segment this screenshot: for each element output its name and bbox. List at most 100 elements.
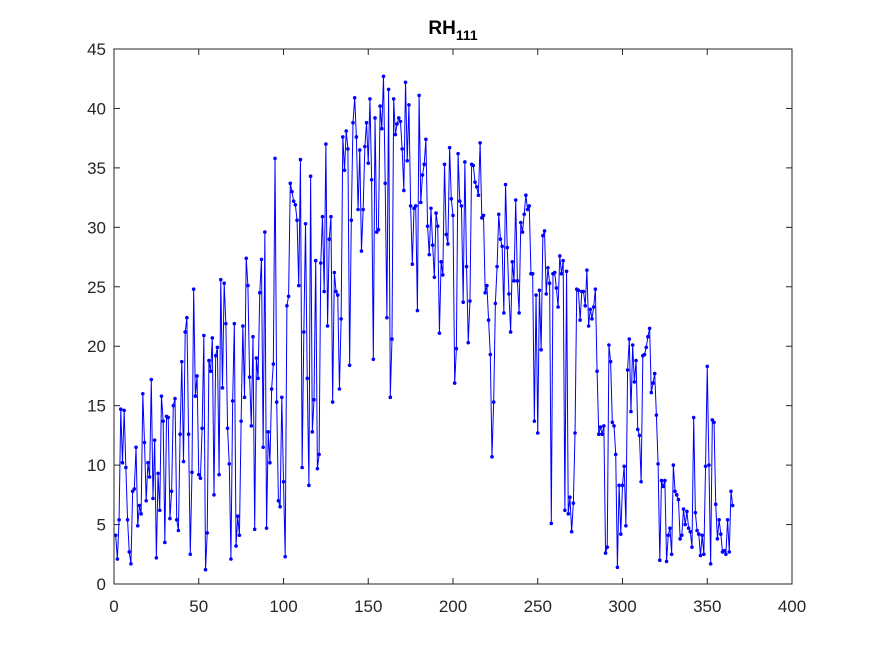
data-point <box>234 544 238 548</box>
y-tick-label: 35 <box>87 159 106 178</box>
data-point <box>525 207 530 212</box>
data-point <box>442 162 447 167</box>
data-point <box>388 395 393 400</box>
data-point <box>722 548 726 553</box>
data-point <box>439 260 443 264</box>
data-point <box>120 460 125 465</box>
data-point <box>683 522 688 527</box>
data-point <box>178 432 182 437</box>
data-point <box>285 304 289 308</box>
data-point <box>283 554 287 559</box>
data-point <box>659 478 664 483</box>
y-tick-label: 25 <box>87 278 106 297</box>
data-point <box>180 359 184 364</box>
data-point <box>456 151 460 156</box>
data-point <box>224 321 228 326</box>
data-point <box>125 518 130 522</box>
data-point <box>351 120 355 125</box>
data-point <box>266 430 271 434</box>
data-point <box>218 277 223 282</box>
data-point <box>590 317 594 321</box>
data-point <box>702 552 706 557</box>
data-point <box>230 399 235 403</box>
chart-title-main: RH <box>428 18 455 39</box>
data-point <box>163 540 167 545</box>
data-point <box>320 214 325 219</box>
data-point <box>400 147 404 151</box>
data-point <box>642 352 647 357</box>
data-point <box>483 290 488 295</box>
x-tick-label: 50 <box>189 597 208 616</box>
data-point <box>473 180 477 184</box>
data-point <box>318 261 323 265</box>
data-point <box>181 459 186 464</box>
data-point <box>725 518 730 522</box>
data-point <box>352 95 357 100</box>
data-point <box>137 503 142 508</box>
data-point <box>654 413 659 417</box>
data-point <box>522 212 526 217</box>
data-point <box>535 431 540 435</box>
data-point <box>190 470 194 475</box>
data-point <box>186 432 191 437</box>
data-point <box>242 395 247 400</box>
data-point <box>227 462 232 466</box>
data-point <box>134 445 138 450</box>
data-point <box>327 237 332 242</box>
data-point <box>210 336 215 340</box>
data-point <box>159 394 164 398</box>
data-point <box>174 518 179 522</box>
data-point <box>122 408 126 413</box>
data-point <box>637 433 642 438</box>
data-point <box>724 552 728 557</box>
data-point <box>730 503 735 508</box>
data-point <box>408 204 413 208</box>
data-point <box>596 432 601 437</box>
data-point <box>212 493 216 497</box>
data-point <box>691 415 696 420</box>
data-point <box>461 300 465 305</box>
y-tick-label: 10 <box>87 456 106 475</box>
data-point <box>457 199 462 203</box>
data-point <box>719 532 723 536</box>
data-point <box>298 157 303 162</box>
data-point <box>634 358 638 363</box>
data-point <box>308 174 313 179</box>
data-point <box>727 550 732 554</box>
data-point <box>664 559 669 564</box>
data-point <box>273 156 277 161</box>
data-point <box>239 419 243 423</box>
data-point <box>205 531 210 535</box>
data-point <box>502 311 506 315</box>
data-point <box>471 163 476 168</box>
data-point <box>519 220 523 225</box>
data-point <box>685 509 689 514</box>
data-point <box>491 400 496 404</box>
data-point <box>712 420 716 425</box>
data-point <box>593 287 598 291</box>
data-point <box>566 512 571 516</box>
data-point <box>451 213 455 218</box>
data-point <box>407 103 411 107</box>
data-point <box>534 293 538 297</box>
data-point <box>395 122 399 126</box>
data-point <box>302 330 306 334</box>
data-point <box>671 463 676 467</box>
y-tick-label: 30 <box>87 218 106 237</box>
data-point <box>466 340 471 345</box>
data-point <box>430 243 435 247</box>
data-point <box>605 545 610 549</box>
data-point <box>464 264 469 269</box>
data-point <box>241 324 245 328</box>
data-point <box>549 521 554 526</box>
data-point <box>512 279 516 283</box>
data-point <box>527 204 532 208</box>
data-point <box>629 409 633 414</box>
data-point <box>146 460 150 465</box>
data-point <box>690 545 694 549</box>
data-point <box>478 141 482 145</box>
data-point <box>454 346 459 351</box>
data-point <box>656 462 660 466</box>
data-point <box>713 502 718 507</box>
data-point <box>366 161 371 165</box>
